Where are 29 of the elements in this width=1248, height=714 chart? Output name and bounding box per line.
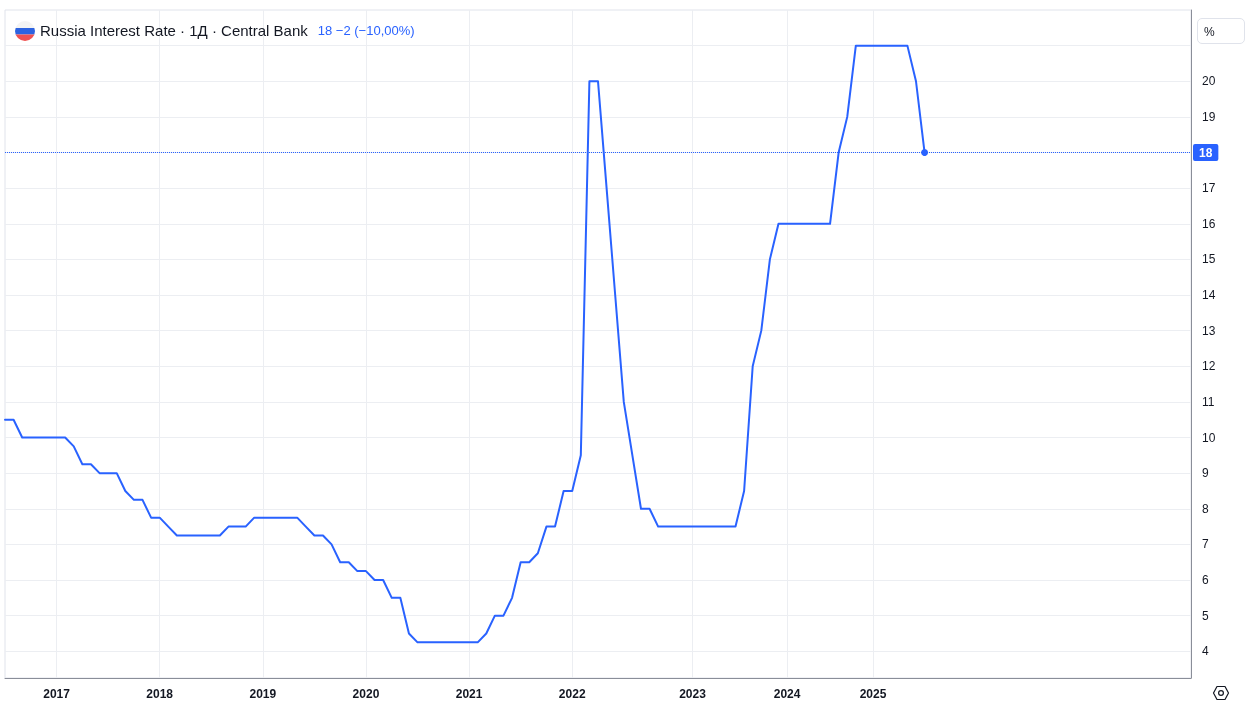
x-tick-label: 2021 (455, 687, 483, 701)
y-tick-label: 12 (1202, 359, 1216, 374)
x-tick-label: 2024 (773, 687, 801, 701)
y-axis-title: % (1197, 18, 1245, 44)
y-tick-label: 11 (1202, 394, 1215, 409)
y-tick-label: 14 (1202, 288, 1216, 303)
y-tick-label: 20 (1202, 74, 1216, 89)
x-tick-label: 2022 (558, 687, 586, 701)
y-tick-label: 7 (1202, 537, 1209, 552)
x-tick-label: 2023 (679, 687, 707, 701)
x-tick-label: 2019 (249, 687, 277, 701)
y-tick-label: 5 (1202, 608, 1209, 623)
y-tick-label: 16 (1202, 216, 1216, 231)
text: Russia Interest Rate · 1Д · Central Bank (40, 21, 308, 41)
x-tick-label: 2018 (146, 687, 174, 701)
y-tick-label: 18 (1199, 145, 1213, 160)
y-tick-label: 4 (1202, 644, 1209, 659)
y-tick-label: 8 (1202, 501, 1209, 516)
annotation: 18 −2 (−10,00%) (317, 23, 415, 38)
y-tick-label: 13 (1202, 323, 1216, 338)
x-tick-label: 2017 (43, 687, 71, 701)
x-tick-label: 2025 (859, 687, 887, 701)
y-tick-label: 19 (1202, 109, 1216, 124)
y-tick-label: 17 (1202, 181, 1216, 196)
y-tick-label: 6 (1202, 573, 1209, 588)
y-tick-label: 10 (1202, 430, 1216, 445)
y-tick-label: 9 (1202, 466, 1209, 481)
y-tick-label: 15 (1202, 252, 1216, 267)
x-tick-label: 2020 (352, 687, 380, 701)
